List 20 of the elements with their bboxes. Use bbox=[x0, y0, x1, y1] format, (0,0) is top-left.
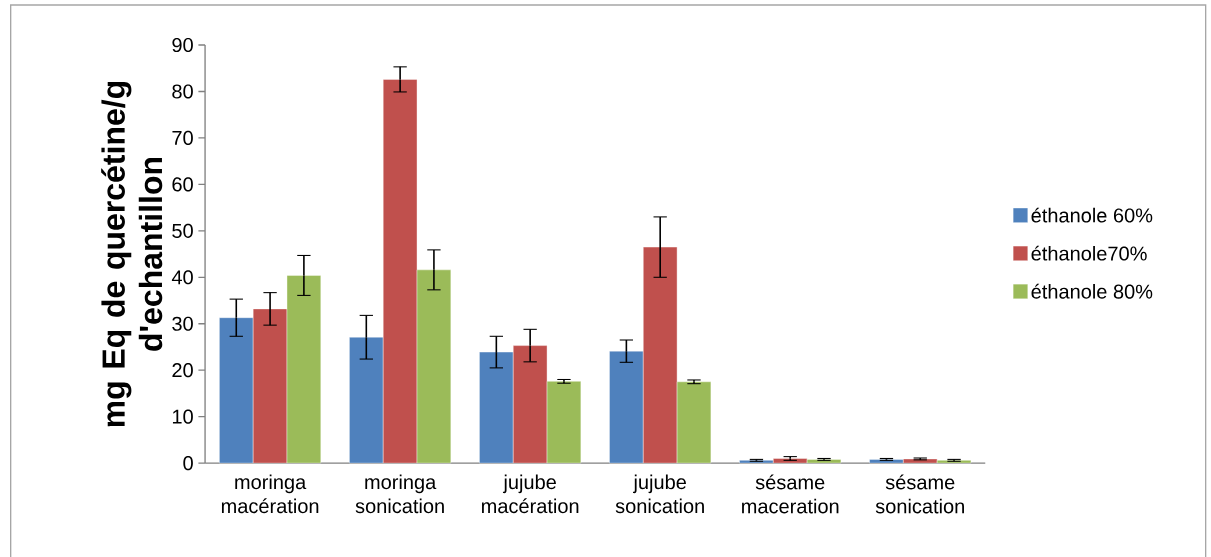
y-tick-label: 60 bbox=[172, 177, 193, 192]
x-tick-label: moringa sonication bbox=[355, 474, 444, 514]
y-axis-title: mg Eq de quercétine/g d'echantillon bbox=[101, 81, 163, 427]
legend-label: éthanole 60% bbox=[1031, 207, 1153, 223]
x-tick-label: jujube macération bbox=[481, 474, 579, 514]
y-tick-label: 80 bbox=[172, 84, 193, 99]
legend-label: éthanole 80% bbox=[1031, 283, 1153, 299]
y-tick-label: 70 bbox=[172, 130, 193, 145]
y-tick-label: 30 bbox=[172, 316, 193, 331]
y-tick-label: 90 bbox=[172, 37, 193, 53]
y-tick-label: 50 bbox=[172, 223, 193, 238]
y-tick-label: 20 bbox=[172, 363, 193, 378]
x-tick-label: sésame maceration bbox=[742, 474, 839, 514]
y-tick-label: 10 bbox=[172, 409, 193, 424]
x-tick-label: sésame sonication bbox=[875, 474, 964, 514]
y-tick-label: 40 bbox=[171, 270, 193, 285]
x-tick-label: moringa macération bbox=[221, 474, 319, 514]
legend-label: éthanole70% bbox=[1031, 245, 1147, 261]
x-tick-label: jujube sonication bbox=[615, 474, 704, 514]
y-tick-label: 0 bbox=[183, 455, 193, 471]
